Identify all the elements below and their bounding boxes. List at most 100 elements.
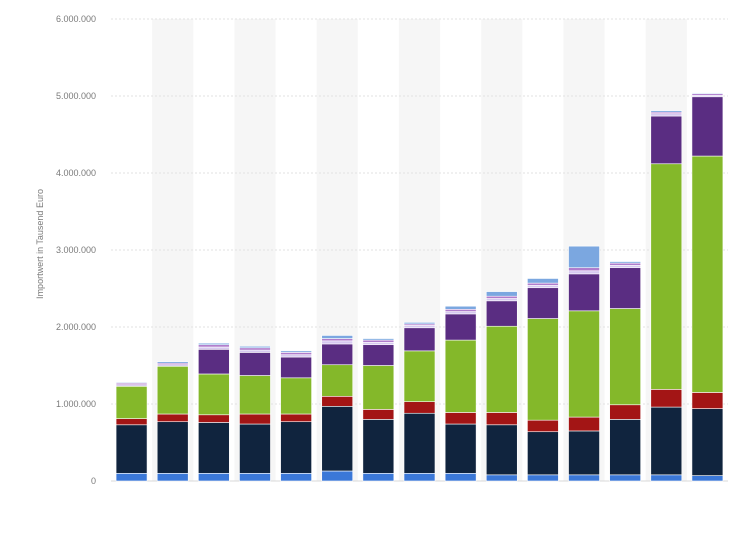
bar-segment	[280, 350, 312, 353]
bar-segment	[321, 395, 354, 407]
bar-segment	[321, 335, 354, 339]
bar-segment	[198, 346, 230, 350]
bar-stack	[568, 245, 600, 482]
bar-segment	[485, 474, 518, 482]
bar-segment	[115, 382, 148, 384]
bar-segment	[156, 365, 189, 415]
bar-segment	[239, 352, 271, 376]
bar-segment	[362, 472, 395, 482]
bar-segment	[280, 354, 312, 358]
bar-segment	[362, 365, 395, 410]
bar-stack	[280, 350, 312, 482]
bar-segment	[403, 412, 436, 474]
y-tick-label: 3.000.000	[56, 245, 96, 255]
bar-segment	[362, 342, 395, 346]
bar-segment	[650, 163, 683, 390]
bar-stack	[609, 261, 641, 482]
bar-segment	[198, 414, 230, 423]
bar-segment	[485, 295, 518, 299]
bar-segment	[485, 412, 518, 426]
bar-segment	[691, 408, 724, 476]
y-axis-label: Importwert in Tausend Euro	[35, 189, 45, 299]
bar-segment	[198, 422, 230, 474]
bar-segment	[609, 474, 641, 482]
y-tick-label: 6.000.000	[56, 14, 96, 24]
y-tick-label: 1.000.000	[56, 399, 96, 409]
bar-segment	[568, 430, 600, 476]
bar-segment	[156, 421, 189, 474]
bar-segment	[403, 350, 436, 402]
y-tick-label: 4.000.000	[56, 168, 96, 178]
bar-segment	[568, 245, 600, 269]
bar-segment	[650, 113, 683, 117]
bar-segment	[362, 339, 395, 343]
bar-segment	[198, 342, 230, 346]
bar-segment	[527, 287, 559, 319]
bar-segment	[321, 470, 354, 482]
bar-segment	[239, 349, 271, 353]
bar-segment	[362, 409, 395, 420]
bar-segment	[444, 339, 477, 413]
bar-segment	[691, 392, 724, 409]
bar-segment	[691, 96, 724, 157]
bar-stacks	[115, 92, 724, 482]
bar-segment	[403, 322, 436, 325]
bar-segment	[156, 361, 189, 364]
y-tick-label: 2.000.000	[56, 322, 96, 332]
bar-segment	[444, 308, 477, 312]
bar-segment	[568, 267, 600, 272]
bar-segment	[156, 472, 189, 482]
bar-segment	[280, 377, 312, 415]
bar-segment	[403, 472, 436, 482]
bar-segment	[444, 305, 477, 310]
bar-segment	[403, 325, 436, 329]
bar-segment	[609, 267, 641, 309]
bar-segment	[650, 115, 683, 165]
bar-stack	[115, 382, 148, 482]
bar-segment	[527, 431, 559, 476]
bar-segment	[198, 349, 230, 375]
bar-segment	[444, 412, 477, 425]
bar-segment	[568, 270, 600, 275]
bar-segment	[321, 338, 354, 342]
bar-stack	[321, 335, 354, 482]
bar-segment	[527, 474, 559, 482]
bar-segment	[691, 475, 724, 482]
bar-stack	[444, 305, 477, 482]
bar-segment	[239, 345, 271, 349]
bar-segment	[362, 344, 395, 366]
bar-segment	[321, 406, 354, 472]
bar-segment	[115, 418, 148, 426]
bar-segment	[444, 311, 477, 315]
bar-segment	[239, 375, 271, 415]
bar-segment	[239, 347, 271, 351]
bar-segment	[239, 472, 271, 482]
bar-segment	[321, 364, 354, 397]
bar-segment	[280, 421, 312, 474]
bar-segment	[485, 300, 518, 327]
bar-segment	[444, 313, 477, 341]
bar-segment	[280, 413, 312, 423]
bar-segment	[568, 416, 600, 432]
y-tick-label: 5.000.000	[56, 91, 96, 101]
bar-stack	[239, 345, 271, 482]
bar-segment	[485, 424, 518, 476]
bar-stack	[362, 338, 395, 482]
bar-segment	[362, 338, 395, 341]
bar-segment	[485, 325, 518, 413]
bar-segment	[527, 278, 559, 284]
bar-segment	[321, 340, 354, 345]
bar-segment	[527, 419, 559, 433]
bar-segment	[280, 356, 312, 379]
bar-segment	[650, 389, 683, 408]
bar-stack	[650, 110, 683, 482]
bar-segment	[650, 406, 683, 476]
bar-segment	[485, 291, 518, 297]
bar-stack	[527, 278, 559, 482]
bar-segment	[403, 327, 436, 352]
bar-segment	[198, 472, 230, 482]
bar-segment	[568, 474, 600, 482]
bar-segment	[568, 273, 600, 312]
bar-segment	[609, 404, 641, 420]
